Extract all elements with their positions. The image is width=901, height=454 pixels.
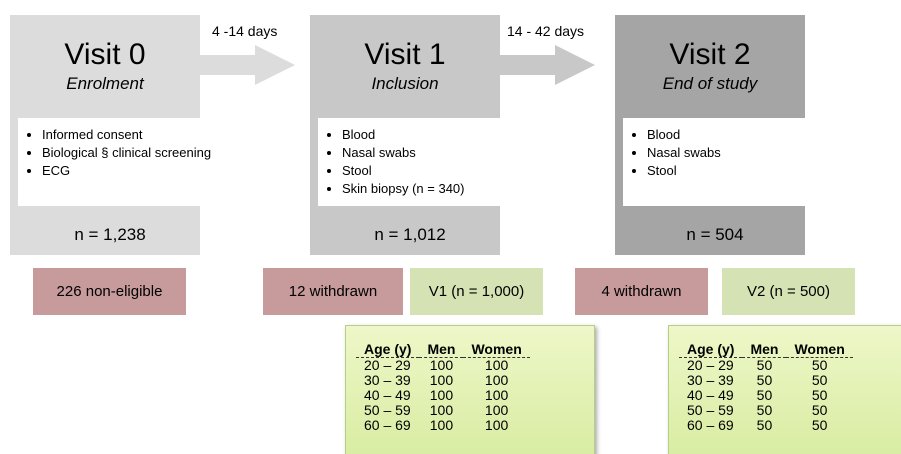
visit-count: n = 1,238 (74, 225, 146, 244)
cell: 100 (429, 417, 454, 433)
row: 50 – 59 100 100 (356, 403, 530, 418)
age-table: Age (y) Men Women 20 – 29 50 50 30 – 39 50 50 40 … (679, 342, 853, 433)
cell: 60 – 69 (364, 417, 411, 433)
header-cell: Age (y) (356, 342, 420, 358)
cell: 50 – 59 (687, 402, 734, 418)
cell: 50 (756, 402, 773, 418)
cell: 100 (484, 417, 509, 433)
cell: 50 (811, 357, 828, 373)
cell: 60 – 69 (687, 417, 734, 433)
row: 30 – 39 100 100 (356, 373, 530, 388)
item: ECG (42, 162, 255, 180)
cell: 50 (756, 387, 773, 403)
row: 50 – 59 50 50 (679, 403, 853, 418)
cell: 50 (756, 417, 773, 433)
item: Stool (342, 162, 555, 180)
header-cell: Age (y) (679, 342, 743, 358)
item: Nasal swabs (342, 144, 555, 162)
outcome: 4 withdrawn (575, 268, 708, 315)
visit-subtitle: Inclusion (371, 74, 439, 93)
item: Blood (647, 126, 860, 144)
item: Blood (342, 126, 555, 144)
item-list: BloodNasal swabsStool (633, 126, 860, 180)
item: Biological § clinical screening (42, 144, 255, 162)
cell: 50 (756, 372, 773, 388)
visit-items: BloodNasal swabsStool (623, 118, 870, 206)
item: Stool (647, 162, 860, 180)
age-table-box: Age (y) Men Women 20 – 29 50 50 30 – 39 50 50 40 … (668, 325, 901, 454)
header-row: Age (y) Men Women (356, 342, 530, 358)
cell: 100 (484, 402, 509, 418)
visit-items: BloodNasal swabsStoolSkin biopsy (n = 34… (318, 118, 565, 206)
arrow-label: 4 -14 days (212, 23, 278, 39)
item-list: BloodNasal swabsStoolSkin biopsy (n = 34… (328, 126, 555, 198)
header-cell: Women (786, 342, 853, 358)
cell: 100 (484, 357, 509, 373)
row: 30 – 39 50 50 (679, 373, 853, 388)
visit-subtitle: Enrolment (66, 74, 144, 93)
cell: 20 – 29 (364, 357, 411, 373)
outcome: V2 (n = 500) (722, 268, 855, 315)
arrow (200, 45, 295, 85)
visit-subtitle: End of study (662, 74, 758, 93)
row: 60 – 69 50 50 (679, 418, 853, 433)
cell: 30 – 39 (364, 372, 411, 388)
item: Skin biopsy (n = 340) (342, 180, 555, 198)
row: 60 – 69 100 100 (356, 418, 530, 433)
row: 20 – 29 100 100 (356, 358, 530, 374)
cell: 100 (429, 402, 454, 418)
outcome: 12 withdrawn (263, 268, 403, 315)
outcome: 226 non-eligible (33, 268, 186, 315)
header-cell: Men (419, 342, 464, 358)
cell: 50 (811, 402, 828, 418)
cell: 20 – 29 (687, 357, 734, 373)
item-list: Informed consentBiological § clinical sc… (28, 126, 255, 180)
cell: 40 – 49 (687, 387, 734, 403)
row: 40 – 49 50 50 (679, 388, 853, 403)
header-row: Age (y) Men Women (679, 342, 853, 358)
item: Nasal swabs (647, 144, 860, 162)
visit-items: Informed consentBiological § clinical sc… (18, 118, 265, 206)
arrow (500, 45, 595, 85)
visit-title: Visit 0 (64, 38, 146, 71)
visit-count: n = 1,012 (374, 225, 446, 244)
visit-count: n = 504 (686, 225, 744, 244)
cell: 100 (484, 372, 509, 388)
header-cell: Men (742, 342, 787, 358)
age-table: Age (y) Men Women 20 – 29 100 100 30 – 39 100 10… (356, 342, 530, 433)
visit-title: Visit 2 (669, 38, 751, 71)
header-cell: Women (463, 342, 530, 358)
cell: 50 – 59 (364, 402, 411, 418)
cell: 100 (484, 387, 509, 403)
cell: 50 (756, 357, 773, 373)
outcome: V1 (n = 1,000) (410, 268, 543, 315)
cell: 40 – 49 (364, 387, 411, 403)
cell: 50 (811, 417, 828, 433)
arrow-label: 14 - 42 days (507, 23, 585, 39)
row: 20 – 29 50 50 (679, 358, 853, 374)
cell: 50 (811, 372, 828, 388)
cell: 100 (429, 357, 454, 373)
row: 40 – 49 100 100 (356, 388, 530, 403)
item: Informed consent (42, 126, 255, 144)
cell: 50 (811, 387, 828, 403)
cell: 100 (429, 387, 454, 403)
cell: 30 – 39 (687, 372, 734, 388)
cell: 100 (429, 372, 454, 388)
age-table-box: Age (y) Men Women 20 – 29 100 100 30 – 39 100 10… (345, 325, 595, 454)
visit-title: Visit 1 (364, 38, 446, 71)
